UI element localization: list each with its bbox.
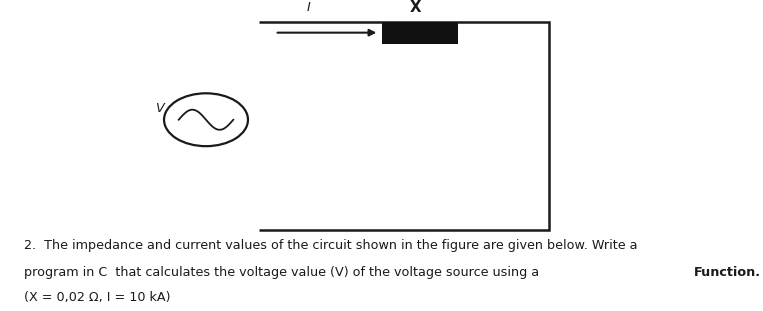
Text: Function.: Function. xyxy=(694,266,761,279)
Text: program in C  that calculates the voltage value (V) of the voltage source using : program in C that calculates the voltage… xyxy=(24,266,543,279)
Text: I: I xyxy=(307,1,311,14)
Bar xyxy=(382,22,458,44)
Text: (X = 0,02 Ω, I = 10 kA): (X = 0,02 Ω, I = 10 kA) xyxy=(24,291,171,304)
Text: V: V xyxy=(156,102,165,115)
Text: X: X xyxy=(410,0,422,15)
Text: 2.  The impedance and current values of the circuit shown in the figure are give: 2. The impedance and current values of t… xyxy=(24,239,638,252)
